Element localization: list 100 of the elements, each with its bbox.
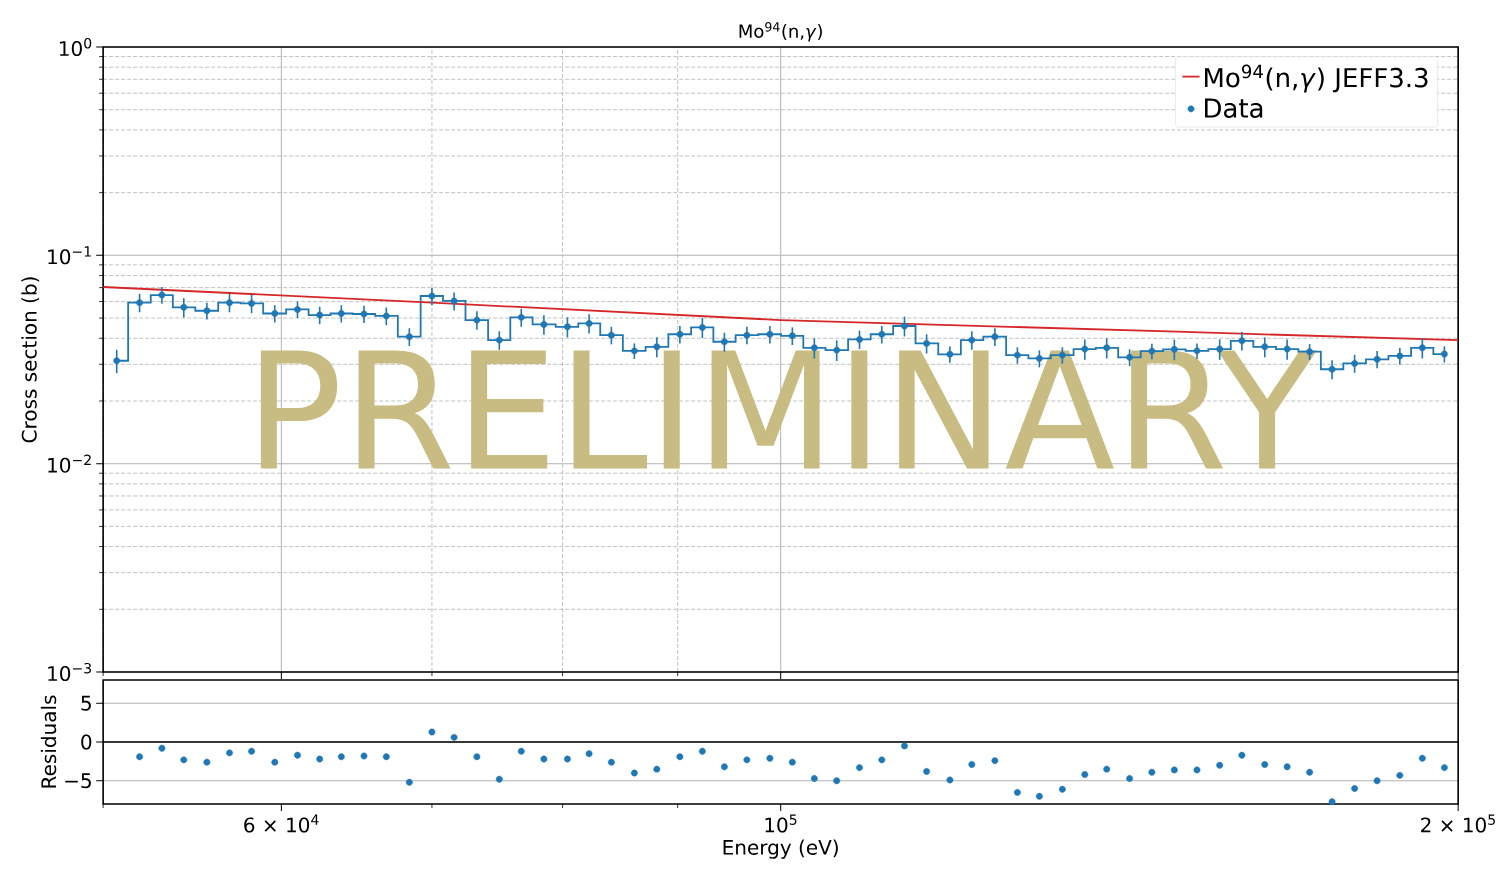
point <box>630 769 638 777</box>
x-axis-title: Energy (eV) <box>723 839 838 859</box>
y-tick-label: 0 <box>81 734 92 750</box>
point <box>1058 785 1066 793</box>
point <box>180 303 188 311</box>
point <box>856 336 863 343</box>
point <box>1126 775 1133 782</box>
point <box>946 776 954 784</box>
point <box>901 322 908 330</box>
x-tick-label: 6 × 10$^{4}$ <box>244 814 319 833</box>
point <box>1351 785 1359 792</box>
point <box>1238 337 1246 345</box>
point <box>428 728 436 736</box>
point <box>180 756 188 764</box>
point <box>653 765 661 773</box>
point <box>113 357 121 365</box>
point <box>1373 777 1381 785</box>
point <box>968 761 976 768</box>
chart-title: Mo$^{94}$(n,γ) <box>739 22 822 42</box>
point <box>564 755 571 763</box>
point <box>517 313 525 321</box>
point <box>405 333 413 341</box>
point <box>607 758 615 766</box>
point <box>923 339 930 347</box>
point <box>991 333 999 341</box>
point <box>226 749 233 757</box>
point <box>743 331 751 339</box>
y-tick-label: 10$^{0}$ <box>59 37 92 57</box>
point <box>382 753 390 761</box>
point <box>473 316 481 324</box>
point <box>1373 355 1381 363</box>
point <box>517 747 525 755</box>
point <box>450 733 458 741</box>
point <box>271 758 279 766</box>
point <box>1013 788 1021 796</box>
point <box>450 297 458 305</box>
point <box>136 753 143 761</box>
point <box>607 331 615 339</box>
point <box>968 336 976 344</box>
point <box>1396 771 1404 779</box>
point <box>1440 350 1448 358</box>
point <box>540 321 548 328</box>
point <box>1148 768 1156 776</box>
point <box>698 324 706 331</box>
point <box>698 747 706 755</box>
point <box>991 757 999 765</box>
x-tick-label: 10$^{5}$ <box>765 814 797 833</box>
point <box>676 753 684 761</box>
point <box>766 754 774 762</box>
y-tick-label: 10$^{−2}$ <box>48 454 91 473</box>
point <box>1081 771 1089 778</box>
point <box>833 777 841 785</box>
point <box>1306 768 1314 776</box>
x-tick-label: 2 × 10$^{5}$ <box>1421 814 1495 833</box>
y-tick-label: 10$^{−1}$ <box>48 246 91 265</box>
y-axis-title: Residuals <box>40 695 57 788</box>
point <box>901 742 908 750</box>
point <box>540 755 548 763</box>
point <box>810 775 818 782</box>
point <box>878 330 886 338</box>
point <box>1238 751 1246 759</box>
point <box>923 768 930 775</box>
point <box>360 310 368 318</box>
y-tick-label: 10$^{−3}$ <box>48 662 92 682</box>
point <box>788 758 796 766</box>
point <box>136 299 143 307</box>
point <box>495 775 503 783</box>
legend-label: Mo$^{94}$(n,γ) JEFF3.3 <box>1205 64 1428 93</box>
point <box>564 323 571 331</box>
point <box>585 750 593 758</box>
point <box>316 311 324 319</box>
point <box>495 336 503 344</box>
annotation: PRELIMINARY <box>260 350 1317 469</box>
point <box>1396 352 1404 360</box>
point <box>1328 798 1336 806</box>
point <box>1035 792 1043 800</box>
point <box>203 758 211 766</box>
point <box>1418 344 1426 352</box>
point <box>856 764 863 771</box>
point <box>1261 761 1269 768</box>
y-axis-title: Cross section (b) <box>21 277 40 443</box>
point <box>473 753 481 761</box>
point <box>585 320 593 327</box>
point <box>337 753 345 761</box>
y-tick-label: −5 <box>65 773 91 789</box>
point <box>1103 765 1111 773</box>
point <box>316 755 324 763</box>
point <box>1351 359 1359 367</box>
point <box>1170 766 1178 774</box>
point <box>1283 763 1291 771</box>
point <box>382 312 390 320</box>
point <box>203 307 211 315</box>
point <box>720 338 728 346</box>
point <box>294 751 301 759</box>
point <box>405 778 413 786</box>
point <box>158 744 166 752</box>
point <box>158 291 166 299</box>
point <box>766 330 774 338</box>
point <box>720 763 728 771</box>
point <box>248 300 255 307</box>
